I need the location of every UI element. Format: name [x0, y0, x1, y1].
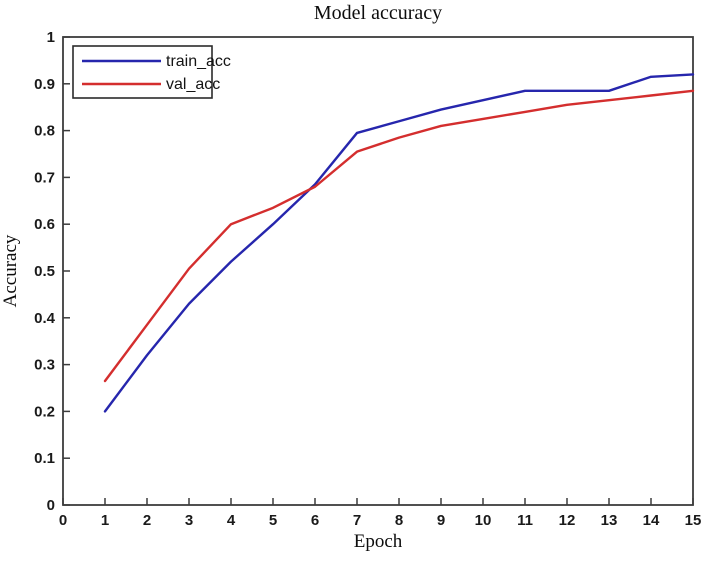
y-tick-label: 0.2 — [34, 403, 55, 420]
y-axis-label: Accuracy — [0, 234, 21, 307]
series-line-val_acc — [103, 89, 695, 383]
x-tick-label: 13 — [601, 512, 618, 529]
y-tick-label: 0.9 — [34, 76, 55, 93]
x-tick-label: 3 — [185, 512, 193, 529]
x-tick-label: 4 — [227, 512, 236, 529]
y-tick-label: 0 — [47, 497, 55, 514]
y-tick-label: 0.4 — [34, 310, 56, 327]
x-tick-label: 2 — [143, 512, 151, 529]
x-tick-label: 12 — [559, 512, 576, 529]
y-tick-label: 0.7 — [34, 169, 55, 186]
x-tick-label: 0 — [59, 512, 67, 529]
chart-title: Model accuracy — [314, 2, 442, 24]
x-tick-label: 15 — [685, 512, 702, 529]
legend-box — [72, 45, 213, 99]
legend: train_acc val_acc — [72, 45, 231, 99]
plot-box — [62, 36, 694, 506]
x-tick-label: 7 — [353, 512, 361, 529]
y-tick-label: 0.5 — [34, 263, 55, 280]
y-tick-label: 0.8 — [34, 123, 55, 140]
x-tick-label: 9 — [437, 512, 445, 529]
x-tick-label: 11 — [517, 512, 533, 529]
x-tick-label: 14 — [643, 512, 660, 529]
x-axis-label: Epoch — [354, 531, 403, 552]
plot-area: 0 1 2 3 4 5 6 7 8 9 10 11 12 13 14 1500.10.20.30.40.50.… — [34, 29, 701, 529]
x-tick-label: 5 — [269, 512, 277, 529]
x-tick-label: 8 — [395, 512, 403, 529]
y-tick-label: 0.1 — [34, 450, 55, 467]
x-tick-label: 6 — [311, 512, 319, 529]
y-tick-label: 1 — [47, 29, 55, 46]
x-tick-label: 10 — [475, 512, 492, 529]
legend-label-val_acc: val_acc — [166, 76, 220, 93]
y-tick-label: 0.3 — [34, 357, 55, 374]
legend-label-train_acc: train_acc — [166, 53, 231, 70]
x-tick-label: 1 — [101, 512, 109, 529]
series-line-train_acc — [103, 73, 695, 413]
y-tick-label: 0.6 — [34, 216, 55, 233]
